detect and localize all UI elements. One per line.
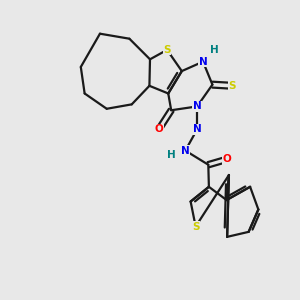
- Text: O: O: [154, 124, 163, 134]
- Text: N: N: [193, 124, 202, 134]
- Text: S: S: [192, 222, 200, 232]
- Text: H: H: [210, 45, 219, 55]
- Text: S: S: [229, 81, 236, 91]
- Text: N: N: [181, 146, 190, 156]
- Text: O: O: [222, 154, 231, 164]
- Text: H: H: [167, 150, 176, 160]
- Text: S: S: [163, 45, 171, 55]
- Text: N: N: [193, 101, 202, 111]
- Text: N: N: [199, 57, 207, 67]
